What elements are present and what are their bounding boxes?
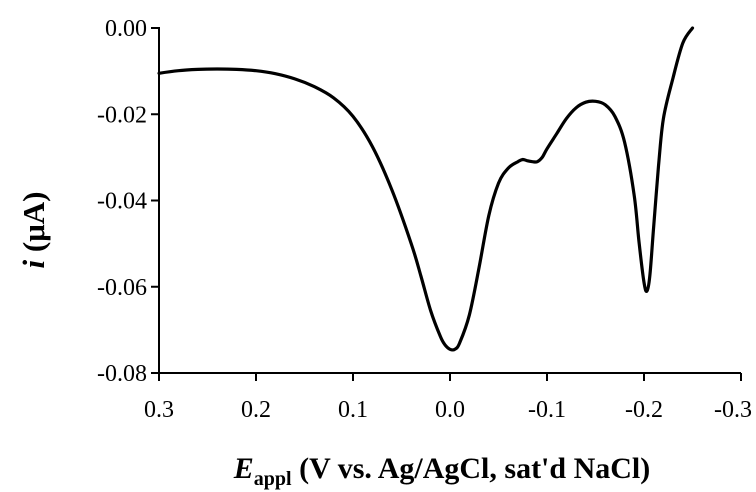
x-tick-label: 0.0	[435, 397, 465, 423]
y-tick-label: -0.06	[97, 275, 147, 301]
y-tick-label: 0.00	[105, 16, 147, 42]
x-axis-symbol: E	[233, 452, 254, 485]
x-axis-subscript: appl	[254, 468, 292, 490]
y-tick-label: -0.08	[97, 361, 147, 387]
y-tick-label: -0.04	[97, 189, 147, 215]
y-axis-unit: (μA)	[16, 192, 51, 260]
y-axis-ticks: 0.00 -0.02 -0.04 -0.06 -0.08	[97, 16, 159, 387]
x-axis-description: (V vs. Ag/AgCl, sat'd NaCl)	[292, 452, 651, 485]
y-axis-title: i (μA)	[16, 192, 51, 269]
x-axis-title: Eappl (V vs. Ag/AgCl, sat'd NaCl)	[233, 452, 650, 490]
x-tick-label: -0.1	[528, 397, 566, 423]
series-layer	[157, 26, 695, 352]
x-tick-label: 0.2	[241, 397, 271, 423]
x-tick-label: -0.3	[714, 397, 752, 423]
x-tick-label: 0.1	[338, 397, 368, 423]
y-axis-symbol: i	[16, 259, 51, 268]
x-tick-label: -0.2	[625, 397, 663, 423]
x-axis-ticks: 0.3 0.2 0.1 0.0 -0.1 -0.2 -0.3	[144, 373, 752, 423]
y-tick-label: -0.02	[97, 102, 147, 128]
plot-frame	[158, 27, 741, 374]
x-tick-label: 0.3	[144, 397, 174, 423]
series-line	[157, 26, 695, 352]
